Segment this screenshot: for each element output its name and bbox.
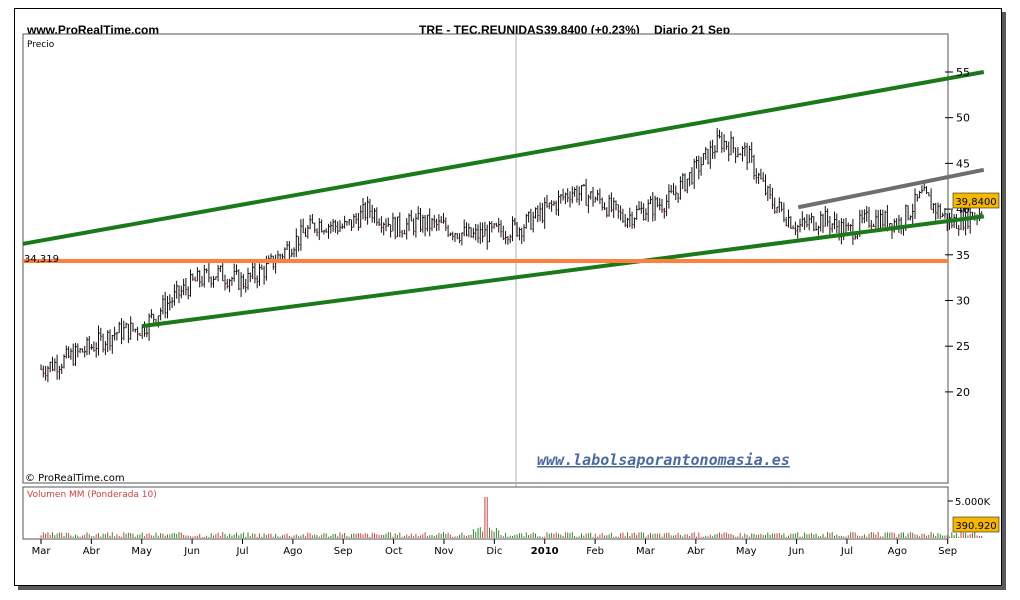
trendline-canal-inferior — [141, 214, 985, 329]
y-tick-label: 35 — [956, 249, 970, 262]
x-tick-label: Jun — [788, 546, 805, 557]
x-tick-label: Mar — [636, 546, 656, 557]
last-volume-badge — [952, 516, 1000, 533]
price-chart: Precio 34,319 © ProRealTime.com www.labo… — [22, 33, 1000, 557]
trendline-resistencia — [797, 167, 985, 210]
x-tick-label: May — [736, 546, 757, 557]
chart-frame: www.ProRealTime.com TRE - TEC.REUNIDAS 3… — [14, 8, 1002, 586]
price-panel — [22, 33, 949, 484]
x-tick-label: Ago — [283, 546, 302, 557]
last-price-badge — [952, 192, 1000, 209]
last-volume-value: 390.920 — [955, 521, 996, 532]
x-tick-label: Ago — [888, 546, 907, 557]
y-tick-label: 30 — [956, 295, 970, 308]
volume-panel-label: Volumen MM (Ponderada 10) — [27, 490, 157, 500]
x-tick-label: Jul — [235, 546, 248, 557]
price-panel-label: Precio — [27, 40, 55, 50]
y-tick-label: 20 — [956, 386, 970, 399]
x-tick-label: Jun — [183, 546, 200, 557]
volume-tick-label: 5.000K — [955, 497, 991, 508]
watermark-link[interactable]: www.labolsaporantonomasia.es — [537, 451, 790, 469]
support-level-label: 34,319 — [24, 254, 59, 265]
x-tick-label: Feb — [586, 546, 604, 557]
last-price-value: 39,8400 — [955, 197, 996, 208]
x-tick-label: Jul — [840, 546, 853, 557]
y-tick-label: 25 — [956, 340, 970, 353]
y-tick-label: 45 — [956, 157, 970, 170]
trendline-canal-superior — [22, 70, 985, 246]
x-tick-label: Nov — [434, 546, 454, 557]
y-tick-label: 55 — [956, 66, 970, 79]
x-tick-label: Abr — [687, 546, 705, 557]
x-tick-label: 2010 — [531, 546, 559, 557]
x-tick-label: Mar — [32, 546, 52, 557]
x-tick-label: Sep — [938, 546, 957, 557]
copyright-label: © ProRealTime.com — [25, 473, 125, 484]
x-tick-label: Oct — [385, 546, 402, 557]
x-tick-label: Abr — [83, 546, 101, 557]
x-tick-label: Sep — [334, 546, 353, 557]
y-tick-label: 50 — [956, 112, 970, 125]
x-tick-label: Dic — [486, 546, 502, 557]
volume-panel — [22, 486, 949, 540]
x-tick-label: May — [131, 546, 152, 557]
